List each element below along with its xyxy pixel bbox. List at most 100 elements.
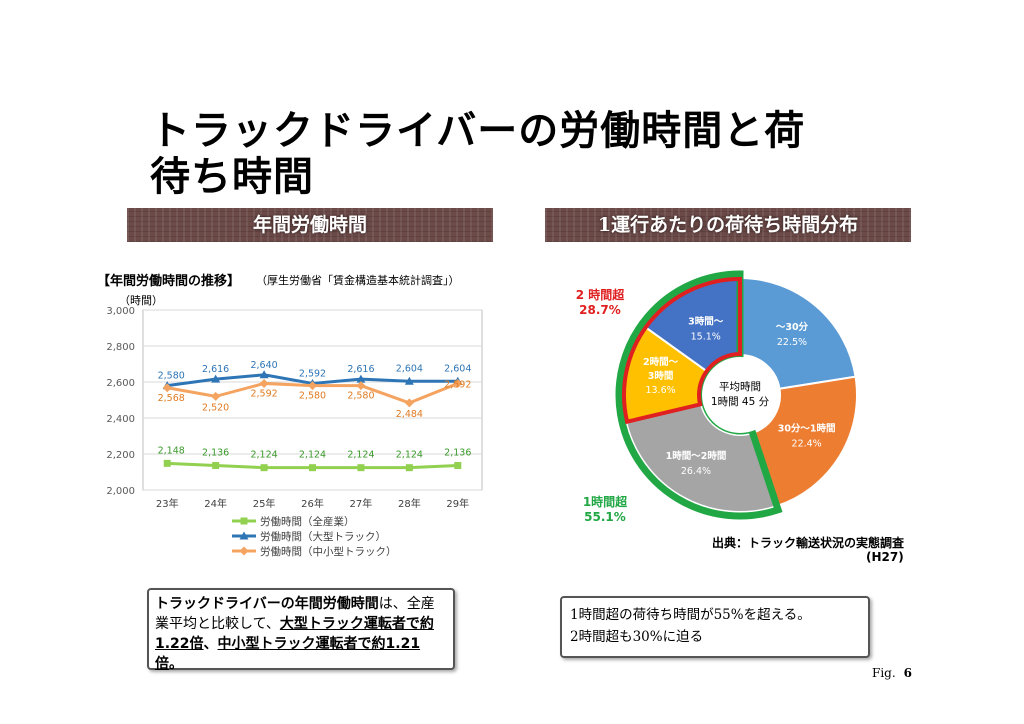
y-tick-label: 2,000 (106, 486, 135, 497)
pie-slice (624, 403, 779, 513)
data-point (404, 376, 414, 385)
data-point (260, 464, 268, 472)
chart-heading: 【年間労働時間の推移】 (97, 274, 241, 289)
pie-center-label: 平均時間 (719, 381, 761, 393)
legend-marker (240, 517, 248, 525)
note-waiting-time: 1時間超の荷待ち時間が55%を超える。 2時間超も30%に迫る (560, 596, 870, 658)
data-label: 2,484 (396, 409, 423, 420)
legend-label: 労働時間（中小型トラック） (260, 545, 397, 558)
figure-number: 6 (903, 666, 913, 680)
note-text-1: トラックドライバーの (155, 596, 295, 612)
banner-waiting-time-label: 1運行あたりの荷待ち時間分布 (597, 214, 859, 236)
data-label: 2,520 (202, 402, 229, 413)
data-label: 2,592 (250, 388, 277, 399)
data-point (162, 383, 172, 393)
x-tick-label: 25年 (253, 497, 276, 510)
data-point (211, 374, 221, 383)
data-point (309, 464, 316, 472)
figure-label-text: Fig. (872, 666, 896, 680)
data-label: 2,592 (299, 368, 326, 379)
group-label-over-2h: 2 時間超 (576, 287, 626, 302)
banner-annual-hours: 年間労働時間 (127, 208, 493, 242)
slice-pct: 22.5% (777, 337, 807, 348)
slice-label: 3時間 (648, 370, 674, 382)
y-tick-label: 3,000 (106, 306, 135, 317)
note-text-3: は、全産業平均と比較して、 (155, 596, 435, 632)
x-tick-label: 26年 (301, 497, 324, 510)
x-tick-label: 24年 (204, 497, 227, 510)
x-tick-label: 23年 (156, 497, 179, 510)
chart-unit: （時間） (119, 294, 163, 307)
data-label: 2,124 (347, 450, 374, 461)
slice-pct: 13.6% (645, 385, 675, 396)
y-tick-label: 2,600 (106, 378, 135, 389)
pie-source: 出典：トラック輸送状況の実態調査 (712, 536, 905, 550)
group-outline-over-2h (622, 276, 742, 425)
group-pct-over-1h: 55.1% (584, 510, 626, 524)
data-label: 2,640 (250, 360, 277, 371)
y-tick-label: 2,800 (106, 342, 135, 353)
note-text-4: 大型トラック運転者で約1.22倍 (155, 616, 434, 652)
note-text-5: 、 (203, 636, 218, 652)
data-label: 2,136 (444, 448, 471, 459)
page-title: トラックドライバーの労働時間と荷 待ち時間 (150, 108, 890, 200)
banner-waiting-time: 1運行あたりの荷待ち時間分布 (545, 208, 911, 242)
note-text-7: 。 (169, 656, 183, 672)
note-annual-hours: トラックドライバーの年間労働時間は、全産業平均と比較して、大型トラック運転者で約… (147, 588, 455, 672)
slice-label: ～30分 (776, 321, 809, 333)
line-chart: 2,000 2,200 2,400 2,600 2,800 3,000 23年 24年 25年 2… (106, 306, 483, 558)
legend-label: 労働時間（全産業） (260, 515, 355, 528)
data-label: 2,124 (396, 450, 423, 461)
pie-center-value: 1時間 45 分 (711, 396, 770, 408)
slice-pct: 26.4% (681, 466, 711, 477)
group-pct-over-2h: 28.7% (579, 303, 621, 317)
data-point (404, 398, 414, 408)
data-point (212, 462, 220, 470)
data-label: 2,580 (299, 391, 326, 402)
data-point (405, 464, 413, 472)
slice-pct: 15.1% (691, 331, 721, 342)
chart-source: （厚生労働省「賃金構造基本統計調査」） (256, 274, 460, 287)
pie-center (702, 357, 778, 433)
pie-slice (751, 375, 858, 508)
pie-chart: 平均時間 1時間 45 分 ～30分 22.5% 30分～1時間 22.4% 1時間～2時間… (576, 270, 858, 524)
data-label: 2,616 (202, 364, 229, 375)
data-point (259, 378, 269, 388)
data-label: 2,604 (444, 363, 471, 374)
note-text-6: 中小型トラック運転者で約1.21倍 (155, 636, 421, 672)
legend-label: 労働時間（大型トラック） (260, 530, 386, 543)
figure-label: Fig. 6 (872, 666, 912, 680)
data-point (211, 391, 221, 401)
x-tick-label: 27年 (350, 497, 373, 510)
slice-label: 2時間～ (643, 356, 679, 368)
data-point (453, 378, 463, 388)
x-tick-label: 28年 (398, 497, 421, 510)
data-label: 2,592 (444, 379, 471, 390)
data-point (259, 370, 269, 379)
data-label: 2,136 (202, 448, 229, 459)
data-label: 2,580 (347, 391, 374, 402)
banner-annual-hours-label: 年間労働時間 (252, 214, 367, 236)
pie-slice (739, 276, 857, 390)
data-point (356, 374, 366, 383)
data-point (356, 381, 366, 391)
slice-label: 3時間～ (688, 315, 724, 327)
data-label: 2,580 (158, 371, 185, 382)
y-tick-label: 2,400 (106, 414, 135, 425)
y-tick-label: 2,200 (106, 450, 135, 461)
legend-marker (239, 531, 249, 540)
data-label: 2,568 (158, 393, 185, 404)
data-point (454, 462, 462, 470)
slice-label: 1時間～2時間 (666, 450, 727, 462)
data-point (357, 464, 365, 472)
data-label: 2,604 (396, 363, 423, 374)
group-label-over-1h: 1時間超 (583, 494, 628, 509)
slice-pct: 22.4% (792, 439, 822, 450)
data-point (308, 381, 317, 391)
legend-marker (239, 546, 249, 556)
data-label: 2,148 (158, 445, 185, 456)
page-title-line2: 待ち時間 (150, 153, 314, 200)
data-label: 2,616 (347, 364, 374, 375)
note-waiting-line2: 2時間超も30%に迫る (570, 629, 704, 645)
pie-source-year: (H27) (866, 550, 904, 564)
